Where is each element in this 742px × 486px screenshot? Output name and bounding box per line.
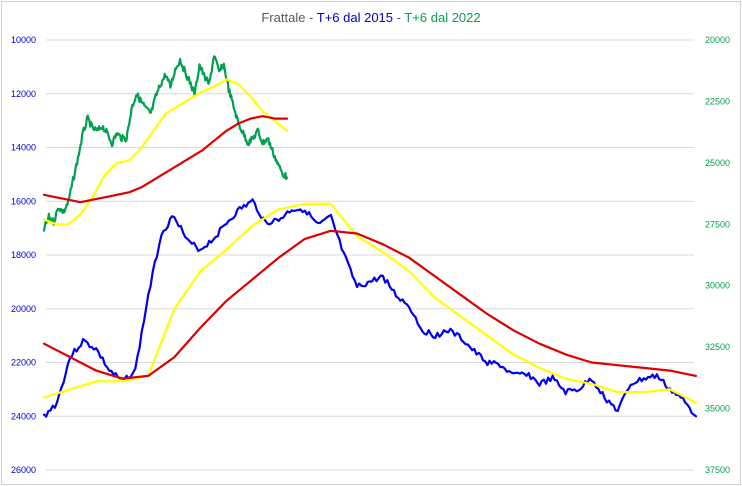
left-tick-label: 14000 <box>11 143 36 153</box>
series-line-3 <box>42 55 289 232</box>
right-tick-label: 35000 <box>705 404 730 414</box>
left-tick-label: 10000 <box>11 35 36 45</box>
chart-title: Frattale - T+6 dal 2015 - T+6 dal 2022 <box>0 10 742 25</box>
right-tick-label: 27500 <box>705 219 730 229</box>
title-series-1: T+6 dal 2015 <box>316 10 394 25</box>
series-line-1 <box>42 202 698 404</box>
left-tick-label: 22000 <box>11 358 36 368</box>
left-tick-label: 26000 <box>11 465 36 475</box>
right-tick-label: 32500 <box>705 342 730 352</box>
left-tick-label: 12000 <box>11 89 36 99</box>
right-tick-label: 20000 <box>705 35 730 45</box>
right-tick-label: 22500 <box>705 96 730 106</box>
right-tick-label: 30000 <box>705 281 730 291</box>
title-series-2: T+6 dal 2022 <box>404 10 481 25</box>
title-sep-2: - <box>393 10 405 25</box>
series-line-4 <box>42 78 289 226</box>
series-line-0 <box>42 198 698 418</box>
left-tick-label: 20000 <box>11 304 36 314</box>
title-main: Frattale <box>261 10 306 25</box>
left-tick-label: 24000 <box>11 411 36 421</box>
right-tick-label: 37500 <box>705 465 730 475</box>
series-line-2 <box>42 229 698 380</box>
title-sep-1: - <box>305 10 317 25</box>
series-line-5 <box>42 115 289 204</box>
left-tick-label: 16000 <box>11 196 36 206</box>
right-tick-label: 25000 <box>705 158 730 168</box>
left-tick-label: 18000 <box>11 250 36 260</box>
